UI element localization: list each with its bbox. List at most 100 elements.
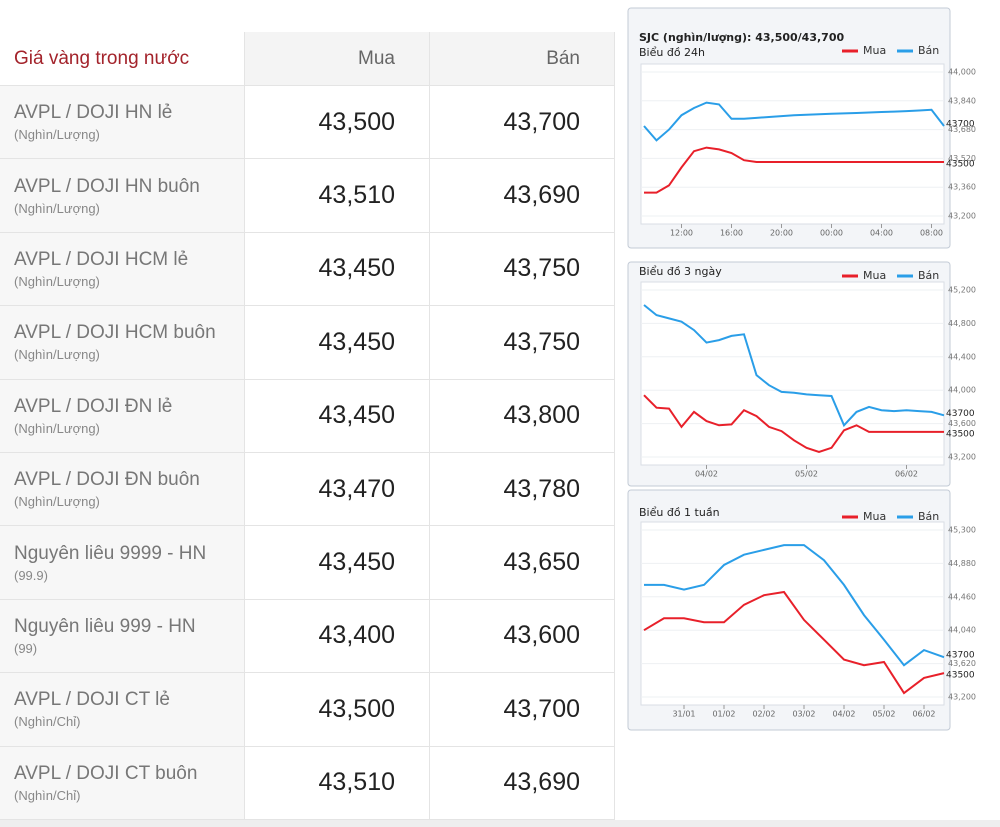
product-name: Nguyên liêu 9999 - HN — [14, 542, 207, 564]
y-tick-label: 44,880 — [948, 559, 976, 568]
legend-label: Mua — [863, 44, 886, 57]
price-line — [643, 304, 945, 428]
buy-price: 43,450 — [245, 526, 430, 599]
sell-price: 43,800 — [430, 379, 615, 452]
product-name: AVPL / DOJI HN buôn — [14, 175, 200, 197]
y-tick-label: 43,200 — [948, 693, 976, 702]
table-row: AVPL / DOJI CT buôn (Nghìn/Chỉ) 43,510 43,6… — [0, 746, 615, 820]
chart-title: Biểu đồ 3 ngày — [639, 265, 722, 278]
sell-price: 43,600 — [430, 599, 615, 673]
product-unit: (Nghìn/Lượng) — [14, 420, 100, 436]
product-cell: AVPL / DOJI CT buôn (Nghìn/Chỉ) — [0, 746, 245, 819]
product-cell: AVPL / DOJI HCM lẻ (Nghìn/Lượng) — [0, 232, 245, 306]
product-cell: AVPL / DOJI CT lẻ (Nghìn/Chỉ) — [0, 673, 245, 746]
buy-price: 43,510 — [245, 746, 430, 819]
product-name: AVPL / DOJI CT lẻ — [14, 689, 170, 711]
x-tick-label: 12:00 — [670, 229, 693, 238]
price-line — [644, 146, 944, 194]
product-cell: AVPL / DOJI HN buôn (Nghìn/Lượng) — [0, 159, 245, 232]
x-tick-label: 04:00 — [870, 229, 893, 238]
product-name: AVPL / DOJI ĐN buôn — [14, 469, 200, 491]
last-value-label: 43500 — [946, 429, 975, 439]
y-tick-label: 44,400 — [948, 352, 976, 361]
plot-area — [640, 281, 945, 466]
x-tick-label: 20:00 — [770, 229, 793, 238]
x-tick-label: 05/02 — [795, 470, 818, 479]
y-tick-label: 44,000 — [948, 386, 976, 395]
sell-price: 43,750 — [430, 306, 615, 379]
plot-area — [640, 63, 945, 225]
product-unit: (Nghìn/Lượng) — [14, 273, 100, 289]
plot-area — [640, 521, 945, 706]
legend-label: Bán — [918, 269, 939, 282]
table-row: AVPL / DOJI ĐN lẻ (Nghìn/Lượng) 43,450 43,8… — [0, 379, 615, 453]
y-tick-label: 45,200 — [948, 286, 976, 295]
product-unit: (Nghìn/Lượng) — [14, 127, 100, 143]
table-row: Nguyên liêu 999 - HN (99) 43,400 43,600 — [0, 599, 615, 674]
buy-price: 43,450 — [245, 306, 430, 379]
buy-price: 43,400 — [245, 599, 430, 673]
buy-price: 43,450 — [245, 379, 430, 452]
table-row: AVPL / DOJI ĐN buôn (Nghìn/Lượng) 43,470 43… — [0, 452, 615, 527]
x-tick-label: 02/02 — [752, 710, 775, 719]
product-unit: (99) — [14, 640, 38, 656]
legend-label: Mua — [863, 510, 886, 523]
table-row: AVPL / DOJI HN buôn (Nghìn/Lượng) 43,510 43… — [0, 159, 615, 233]
y-tick-label: 43,200 — [948, 212, 976, 221]
product-name: AVPL / DOJI HCM buôn — [14, 322, 216, 344]
product-cell: Nguyên liêu 999 - HN (99) — [0, 599, 245, 673]
product-unit: (99.9) — [14, 567, 48, 583]
product-unit: (Nghìn/Lượng) — [14, 347, 100, 363]
sell-price: 43,650 — [430, 526, 615, 599]
x-tick-label: 06/02 — [912, 710, 935, 719]
chart-title: SJC (nghìn/lượng): 43,500/43,700 — [639, 31, 844, 44]
price-line — [643, 394, 944, 454]
last-value-label: 43500 — [946, 671, 975, 681]
table-row: Nguyên liêu 9999 - HN (99.9) 43,450 43,650 — [0, 526, 615, 600]
header-cell: Giá vàng trong nước — [0, 32, 245, 85]
x-tick-label: 00:00 — [820, 229, 843, 238]
last-value-label: 43700 — [946, 651, 975, 661]
x-tick-label: 04/02 — [695, 470, 718, 479]
last-value-label: 43700 — [946, 409, 975, 419]
price-table: Giá vàng trong nước Mua Bán AVPL / DOJI HN … — [0, 32, 615, 820]
product-unit: (Nghìn/Chỉ) — [14, 714, 81, 730]
y-tick-label: 43,360 — [948, 183, 976, 192]
x-tick-label: 06/02 — [895, 470, 918, 479]
product-name: Nguyên liêu 999 - HN — [14, 615, 196, 637]
y-tick-label: 44,800 — [948, 319, 976, 328]
x-tick-label: 01/02 — [712, 710, 735, 719]
product-name: AVPL / DOJI HCM lẻ — [14, 248, 189, 270]
product-cell: AVPL / DOJI HN lẻ (Nghìn/Lượng) — [0, 86, 245, 159]
product-name: AVPL / DOJI CT buôn — [14, 762, 198, 784]
footer-strip — [0, 820, 1000, 827]
last-value-label: 43700 — [946, 120, 975, 130]
x-tick-label: 16:00 — [720, 229, 743, 238]
x-tick-label: 04/02 — [832, 710, 855, 719]
sell-price: 43,700 — [430, 673, 615, 746]
y-tick-label: 44,460 — [948, 592, 976, 601]
sell-price: 43,750 — [430, 232, 615, 306]
buy-price: 43,470 — [245, 452, 430, 526]
y-tick-label: 44,000 — [948, 68, 976, 77]
x-tick-label: 05/02 — [872, 710, 895, 719]
header-cell: Bán — [430, 32, 615, 85]
table-row: AVPL / DOJI HCM lẻ (Nghìn/Lượng) 43,450 43,… — [0, 232, 615, 307]
chart-title: Biểu đồ 1 tuần — [639, 506, 720, 519]
y-tick-label: 43,620 — [948, 659, 976, 668]
header-cell: Mua — [245, 32, 430, 85]
product-unit: (Nghìn/Lượng) — [14, 200, 100, 216]
sell-price: 43,690 — [430, 746, 615, 819]
x-tick-label: 31/01 — [672, 710, 695, 719]
y-tick-label: 43,520 — [948, 154, 976, 163]
product-cell: AVPL / DOJI ĐN buôn (Nghìn/Lượng) — [0, 452, 245, 526]
sell-price: 43,780 — [430, 452, 615, 526]
product-name: AVPL / DOJI ĐN lẻ — [14, 395, 173, 417]
price-line — [643, 101, 945, 142]
price-line — [643, 590, 945, 695]
buy-price: 43,500 — [245, 673, 430, 746]
product-unit: (Nghìn/Lượng) — [14, 494, 100, 510]
y-tick-label: 44,040 — [948, 626, 976, 635]
product-name: AVPL / DOJI HN lẻ — [14, 102, 173, 124]
